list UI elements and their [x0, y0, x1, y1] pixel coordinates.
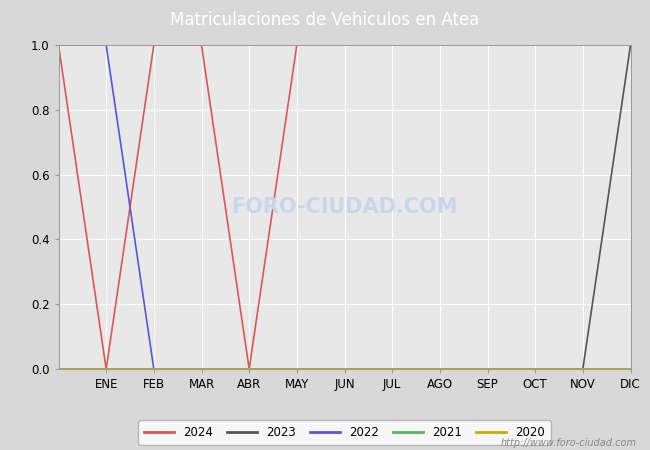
- Text: FORO-CIUDAD.COM: FORO-CIUDAD.COM: [231, 197, 458, 217]
- Text: Matriculaciones de Vehiculos en Atea: Matriculaciones de Vehiculos en Atea: [170, 11, 480, 29]
- Legend: 2024, 2023, 2022, 2021, 2020: 2024, 2023, 2022, 2021, 2020: [138, 420, 551, 445]
- Text: http://www.foro-ciudad.com: http://www.foro-ciudad.com: [501, 438, 637, 448]
